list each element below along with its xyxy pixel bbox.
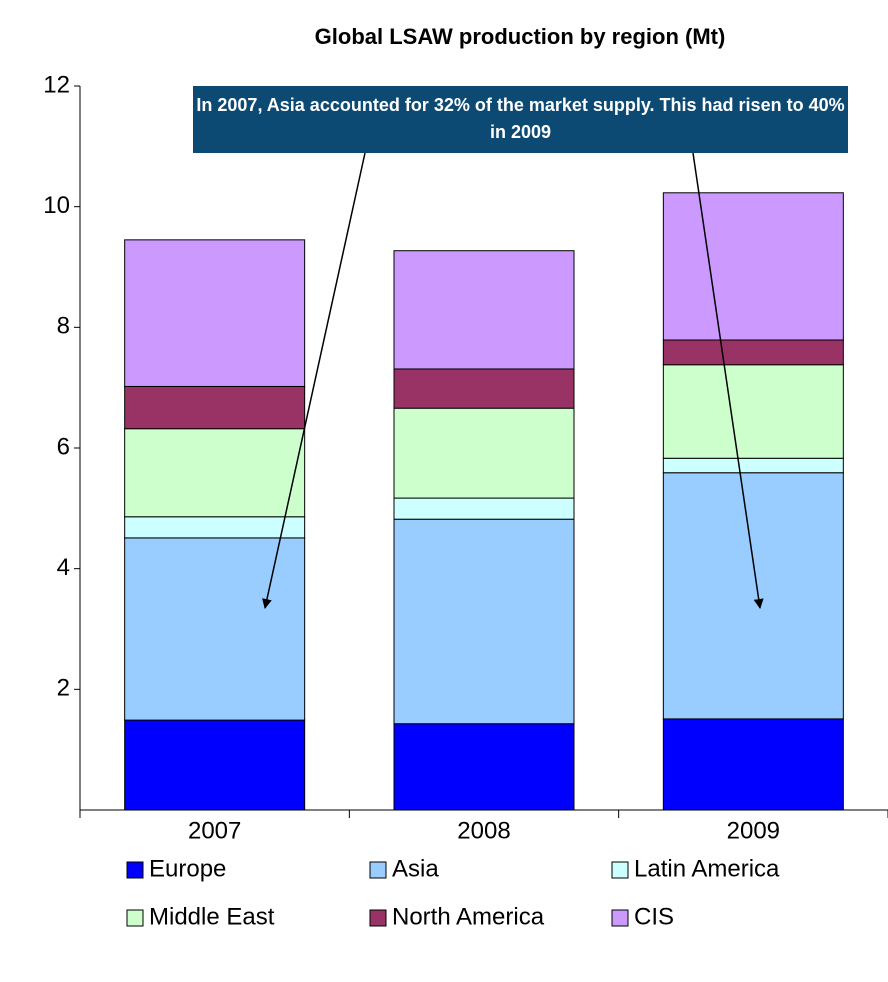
y-tick-label: 12 [43, 71, 70, 98]
x-tick-label: 2008 [457, 817, 510, 844]
bar-segment [124, 385, 306, 430]
bar-segment [124, 239, 306, 387]
bar-segment [124, 719, 306, 811]
bar-segment [393, 723, 575, 811]
x-tick-label: 2009 [727, 817, 780, 844]
bar-segment [662, 457, 844, 474]
bar-segment [393, 497, 575, 520]
bar-segment [393, 368, 575, 409]
y-tick-label: 8 [57, 313, 70, 340]
legend-swatch [611, 909, 629, 927]
annotation: In 2007, Asia accounted for 32% of the m… [196, 95, 845, 142]
legend-label: CIS [634, 903, 674, 930]
y-tick-label: 10 [43, 192, 70, 219]
legend-swatch [369, 861, 387, 879]
legend-label: Latin America [634, 855, 780, 882]
bar-segment [124, 537, 306, 721]
bar-segment [393, 518, 575, 725]
bar-segment [662, 472, 844, 720]
legend-swatch [126, 909, 144, 927]
x-tick-label: 2007 [188, 817, 241, 844]
annotation-box [193, 86, 848, 153]
y-tick-label: 2 [57, 675, 70, 702]
legend-label: Europe [149, 855, 226, 882]
bar-segment [662, 718, 844, 811]
chart-title: Global LSAW production by region (Mt) [315, 24, 726, 49]
legend-swatch [126, 861, 144, 879]
y-tick-label: 6 [57, 433, 70, 460]
bar-segment [662, 339, 844, 366]
legend-swatch [369, 909, 387, 927]
bar-segment [393, 250, 575, 370]
annotation-text: In 2007, Asia accounted for 32% of the m… [196, 95, 845, 142]
legend-label: North America [392, 903, 545, 930]
y-tick-label: 4 [57, 554, 70, 581]
bar-segment [662, 192, 844, 341]
bar-segment [662, 364, 844, 459]
annotation-arrow [262, 152, 366, 609]
bar-segment [124, 516, 306, 539]
bar-segment [124, 428, 306, 518]
bar-segment [393, 407, 575, 499]
legend-label: Middle East [149, 903, 275, 930]
legend-label: Asia [392, 855, 439, 882]
annotation-arrow [692, 152, 764, 609]
legend-swatch [611, 861, 629, 879]
plot-area: 2 4 6 8 10 12 2007 2008 2009 Europe Asia Latin Amer… [43, 71, 888, 930]
